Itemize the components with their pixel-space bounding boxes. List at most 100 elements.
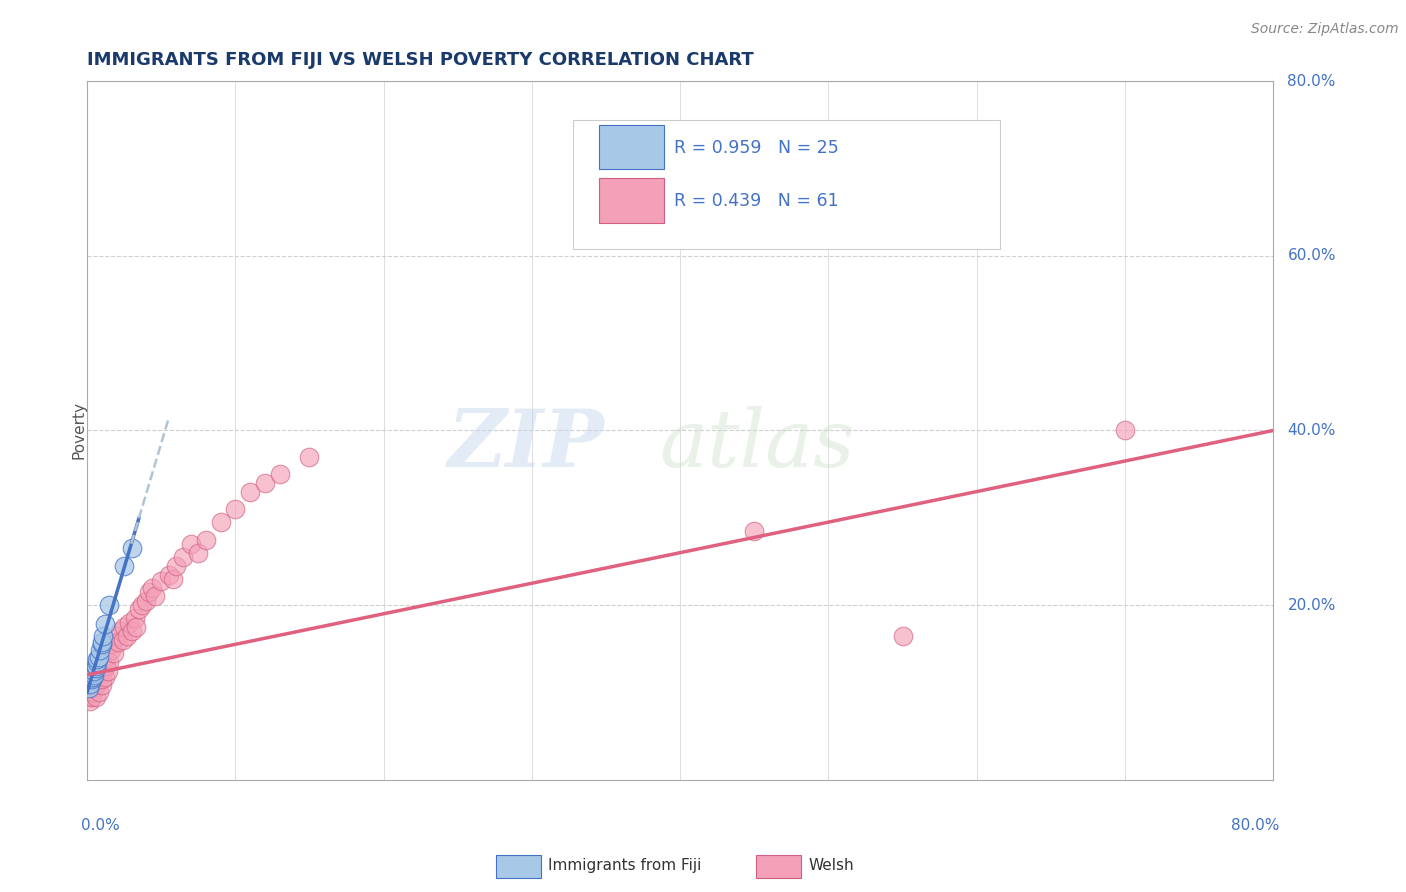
Text: ZIP: ZIP (447, 406, 605, 483)
Point (141, 581, 163, 595)
Point (117, 615, 139, 630)
Point (82, 676, 104, 690)
Text: atlas: atlas (659, 406, 855, 483)
Point (90, 678, 112, 692)
Point (157, 567, 180, 582)
Text: Source: ZipAtlas.com: Source: ZipAtlas.com (1251, 22, 1399, 37)
Point (165, 558, 187, 573)
Point (87, 672, 110, 686)
Point (98, 598, 121, 612)
Point (80, 666, 103, 681)
Point (1114, 424, 1136, 438)
Point (79, 668, 101, 682)
Point (131, 598, 153, 612)
Point (96, 659, 118, 673)
Point (111, 632, 134, 647)
Point (86, 670, 108, 684)
Point (80, 690, 103, 704)
Point (83, 672, 105, 686)
Point (97, 664, 120, 678)
Text: 20.0%: 20.0% (1288, 598, 1336, 613)
Point (135, 593, 157, 607)
Point (90, 634, 112, 648)
Point (87, 685, 110, 699)
Point (101, 637, 124, 651)
Point (83, 664, 105, 678)
Text: Welsh: Welsh (808, 858, 853, 872)
Point (224, 502, 246, 516)
Point (86, 652, 108, 666)
Point (87, 650, 110, 665)
Point (121, 624, 143, 639)
Point (89, 643, 111, 657)
FancyBboxPatch shape (599, 178, 664, 223)
Y-axis label: Poverty: Poverty (72, 401, 86, 459)
Point (128, 602, 150, 616)
Point (194, 533, 217, 547)
Text: 80.0%: 80.0% (1288, 74, 1336, 89)
Point (121, 541, 143, 556)
Point (108, 624, 131, 639)
Point (105, 629, 128, 643)
Text: R = 0.439   N = 61: R = 0.439 N = 61 (675, 193, 839, 211)
Point (93, 629, 115, 643)
Point (253, 475, 276, 490)
Point (98, 655, 121, 669)
Text: 40.0%: 40.0% (1288, 423, 1336, 438)
Point (239, 484, 262, 499)
FancyBboxPatch shape (574, 120, 1001, 249)
Point (742, 524, 765, 538)
Point (83, 681, 105, 695)
Point (124, 611, 146, 625)
Point (115, 629, 138, 643)
FancyBboxPatch shape (599, 125, 664, 169)
Point (86, 655, 108, 669)
Text: Immigrants from Fiji: Immigrants from Fiji (548, 858, 702, 872)
Text: IMMIGRANTS FROM FIJI VS WELSH POVERTY CORRELATION CHART: IMMIGRANTS FROM FIJI VS WELSH POVERTY CO… (87, 51, 754, 69)
Point (84, 659, 107, 673)
Point (79, 685, 101, 699)
Point (80, 672, 103, 686)
Text: 80.0%: 80.0% (1230, 818, 1279, 833)
Point (125, 620, 148, 634)
Point (94, 670, 117, 684)
Point (112, 558, 135, 573)
Point (77, 672, 100, 686)
Point (891, 629, 914, 643)
Text: R = 0.959   N = 25: R = 0.959 N = 25 (675, 138, 839, 157)
Point (94, 617, 117, 632)
Point (93, 664, 115, 678)
Text: 0.0%: 0.0% (82, 818, 120, 833)
Point (209, 515, 232, 529)
Point (298, 450, 321, 464)
Point (77, 681, 100, 695)
Point (83, 668, 105, 682)
Point (84, 661, 107, 675)
Point (90, 637, 112, 651)
Point (82, 666, 104, 681)
Point (90, 672, 112, 686)
Point (80, 670, 103, 684)
Point (96, 650, 118, 665)
Point (100, 643, 122, 657)
Point (172, 549, 194, 564)
Point (79, 694, 101, 708)
Point (82, 670, 104, 684)
Point (84, 690, 107, 704)
Text: 60.0%: 60.0% (1288, 248, 1336, 263)
Point (80, 681, 103, 695)
Point (77, 681, 100, 695)
Point (82, 685, 104, 699)
Point (107, 634, 129, 648)
Point (103, 646, 125, 660)
Point (143, 590, 166, 604)
Point (86, 674, 108, 689)
Point (150, 574, 173, 588)
Point (269, 467, 291, 482)
Point (79, 676, 101, 690)
Point (187, 546, 209, 560)
Point (112, 620, 135, 634)
Point (89, 668, 111, 682)
Point (162, 572, 184, 586)
Point (180, 537, 202, 551)
